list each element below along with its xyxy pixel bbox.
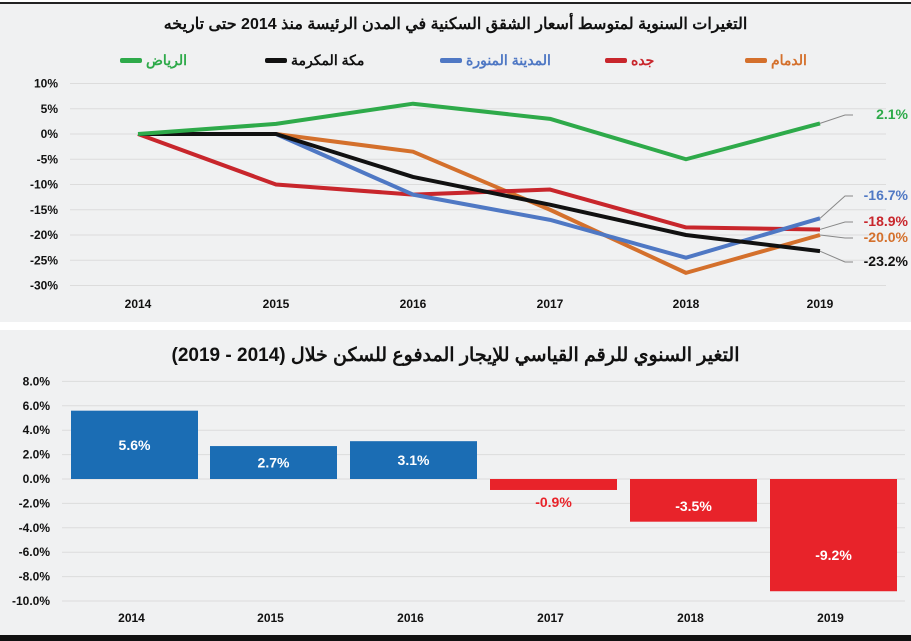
- x-tick-label: 2015: [263, 297, 290, 311]
- bar-value-label: -0.9%: [535, 494, 572, 510]
- y-tick-label: 2.0%: [23, 448, 51, 462]
- legend-item: الرياض: [120, 52, 187, 69]
- y-tick-label: -6.0%: [19, 545, 51, 559]
- x-tick-label: 2015: [257, 611, 284, 625]
- bar: [210, 446, 337, 479]
- y-tick-label: -25%: [30, 253, 58, 267]
- x-tick-label: 2016: [397, 611, 424, 625]
- legend-item: الدمام: [745, 52, 807, 69]
- line-chart-title: التغيرات السنوية لمتوسط أسعار الشقق السك…: [163, 16, 748, 33]
- y-tick-label: 8.0%: [23, 374, 51, 388]
- label-leader: [819, 221, 853, 230]
- y-tick-label: -15%: [30, 203, 58, 217]
- x-tick-label: 2019: [807, 297, 834, 311]
- x-tick-label: 2017: [537, 297, 564, 311]
- label-leader: [819, 234, 853, 239]
- legend-swatch: [605, 58, 627, 63]
- end-value-label: 2.1%: [876, 106, 908, 122]
- bar-chart-title: التغير السنوي للرقم القياسي للإيجار المد…: [171, 345, 740, 366]
- bar: [490, 479, 617, 490]
- y-tick-label: -4.0%: [19, 521, 51, 535]
- bar-value-label: 5.6%: [119, 437, 151, 453]
- legend-item: مكة المكرمة: [265, 52, 364, 69]
- label-leader: [819, 195, 853, 219]
- bar-value-label: 3.1%: [398, 452, 430, 468]
- end-value-label: -23.2%: [864, 253, 909, 269]
- y-tick-label: -8.0%: [19, 570, 51, 584]
- x-tick-label: 2017: [537, 611, 564, 625]
- label-leader: [819, 114, 853, 124]
- bar: [770, 479, 897, 592]
- line-chart-legend: الدمام جده المدينة المنورة مكة المكرمة الريا…: [0, 52, 911, 72]
- bar: [350, 441, 477, 479]
- x-tick-label: 2014: [118, 611, 145, 625]
- legend-label: مكة المكرمة: [291, 52, 365, 68]
- y-tick-label: 6.0%: [23, 399, 51, 413]
- line-chart-panel: التغيرات السنوية لمتوسط أسعار الشقق السك…: [0, 2, 911, 322]
- y-tick-label: 10%: [34, 77, 58, 91]
- legend-label: الرياض: [146, 52, 187, 68]
- y-tick-label: -10.0%: [12, 594, 50, 608]
- legend-item: المدينة المنورة: [440, 52, 551, 69]
- end-value-label: -16.7%: [864, 187, 909, 203]
- bar-value-label: 2.7%: [258, 455, 290, 471]
- y-tick-label: -5%: [37, 152, 59, 166]
- y-tick-label: 0.0%: [23, 472, 51, 486]
- legend-swatch: [120, 58, 142, 63]
- bar: [630, 479, 757, 522]
- legend-label: الدمام: [771, 52, 807, 68]
- y-tick-label: 0%: [41, 127, 59, 141]
- y-tick-label: -2.0%: [19, 496, 51, 510]
- legend-item: جده: [605, 52, 654, 69]
- bar-value-label: -3.5%: [675, 498, 712, 514]
- x-tick-label: 2016: [400, 297, 427, 311]
- end-value-label: -20.0%: [864, 229, 909, 245]
- legend-label: المدينة المنورة: [466, 52, 551, 68]
- y-tick-label: -10%: [30, 178, 58, 192]
- legend-label: جده: [631, 52, 655, 68]
- legend-swatch: [745, 58, 767, 63]
- series-line: [138, 132, 821, 254]
- legend-swatch: [265, 58, 287, 63]
- y-tick-label: -30%: [30, 279, 58, 293]
- legend-swatch: [440, 58, 462, 63]
- bar: [71, 410, 198, 479]
- x-tick-label: 2014: [125, 297, 152, 311]
- x-tick-label: 2019: [817, 611, 844, 625]
- bar-value-label: -9.2%: [815, 547, 852, 563]
- x-tick-label: 2018: [673, 297, 700, 311]
- y-tick-label: -20%: [30, 228, 58, 242]
- label-leader: [819, 250, 853, 263]
- end-value-label: -18.9%: [864, 213, 909, 229]
- series-line: [138, 132, 821, 275]
- x-tick-label: 2018: [677, 611, 704, 625]
- series-line: [137, 101, 821, 162]
- y-tick-label: 4.0%: [23, 423, 51, 437]
- y-tick-label: 5%: [41, 102, 59, 116]
